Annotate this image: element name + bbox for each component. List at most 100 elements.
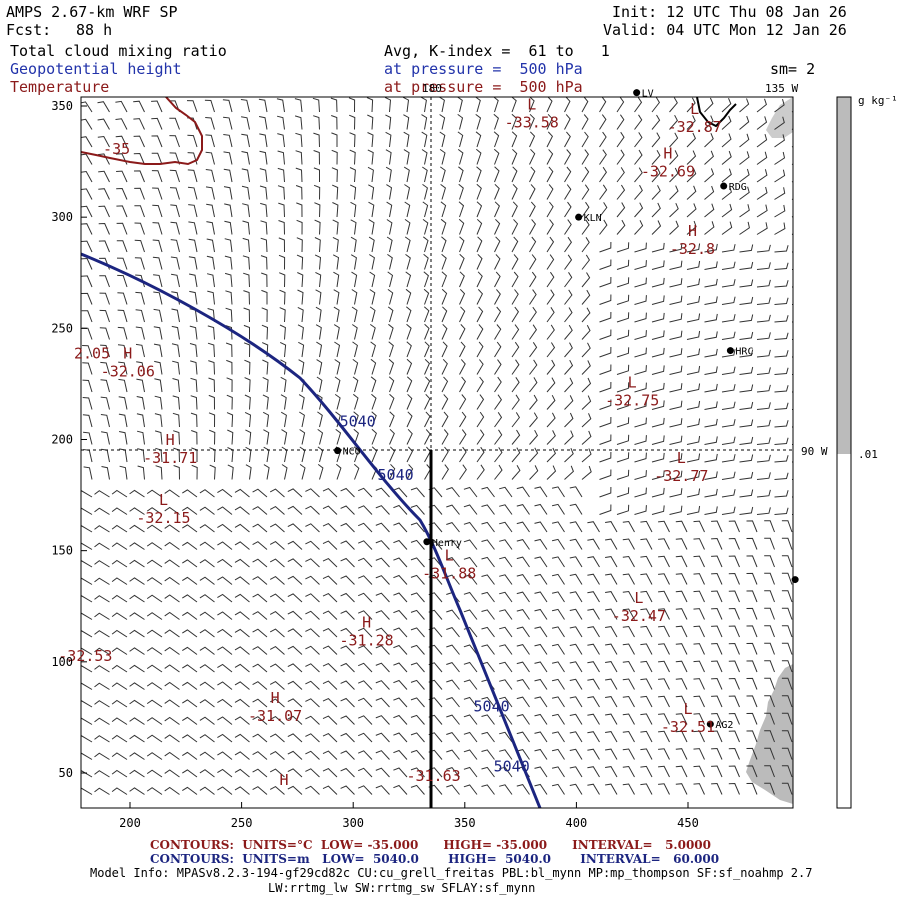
wind-barb [134,205,145,218]
wind-barb [206,238,215,253]
wind-barb [129,594,145,603]
wind-barb [81,240,93,253]
wind-barb [117,274,128,288]
x-tick-label: 450 [677,816,699,830]
wind-barb [269,715,285,725]
wind-barb [529,236,537,253]
wind-barb [651,505,665,515]
wind-barb [476,464,485,480]
wind-barb [404,236,411,253]
wind-barb [375,575,390,585]
wind-barb [746,590,758,603]
wind-barb [287,680,303,690]
wind-barb [704,133,714,148]
wind-barb [188,256,198,270]
wind-barb [529,429,539,445]
wind-barb [511,429,521,445]
wind-barb [204,99,215,113]
wind-barb [371,446,378,463]
wind-barb [169,152,180,165]
wind-barb [764,625,775,638]
wind-barb [322,505,338,515]
wind-barb [569,696,583,708]
wind-barb [721,366,736,375]
wind-barb [756,507,771,515]
wind-barb [463,574,478,585]
wind-barb [711,642,723,655]
wind-barb [369,254,375,270]
wind-barb [774,402,789,410]
wind-barb [278,202,285,218]
wind-barb [440,218,447,235]
wind-barb [640,660,653,673]
wind-barb [234,488,250,498]
wind-barb [340,505,355,515]
wind-barb [242,220,250,235]
wind-barb [616,312,630,323]
wind-barb [739,151,750,165]
wind-barb [81,542,93,550]
wind-barb [164,541,180,550]
wind-barb [154,430,163,445]
wind-barb [605,591,618,603]
wind-barb [111,507,128,515]
wind-barb [791,233,793,235]
wind-barb [587,626,600,638]
wind-barb [756,489,771,498]
wind-barb [406,428,413,445]
wind-barb [728,555,740,568]
wind-barb [146,629,163,638]
wind-barb [651,312,665,323]
wind-barb [669,348,683,358]
wind-barb [252,628,268,638]
wind-barb [711,537,723,550]
wind-barb [651,132,661,148]
wind-barb [511,166,518,183]
wind-barb [774,98,785,113]
wind-barb [234,523,250,533]
wind-barb [587,538,600,550]
wind-barb [146,559,163,568]
wind-barb [634,202,644,218]
wind-barb [599,184,608,200]
wind-barb [100,396,110,410]
wind-barb [234,576,250,585]
wind-barb [94,577,110,585]
wind-barb [622,643,635,655]
wind-barb [182,611,198,620]
wind-barb [511,97,517,113]
wind-barb [494,359,502,375]
wind-barb [367,149,374,165]
wind-barb [739,349,754,358]
wind-barb [675,730,688,743]
pressure-center-symbol: H [688,222,697,240]
temperature-value-label: 2.05 [74,345,110,363]
wind-barb [94,560,110,568]
wind-barb [405,271,412,288]
wind-barb [494,254,501,270]
wind-barb [111,769,128,778]
wind-barb [190,377,198,393]
wind-barb [721,203,733,218]
wind-barb [422,201,429,218]
wind-barb [616,259,630,270]
wind-barb [446,574,460,585]
wind-barb [217,768,233,778]
wind-barb [164,681,180,690]
wind-barb [164,559,180,568]
wind-barb [199,611,215,620]
wind-barb [164,716,180,725]
wind-barb [658,783,670,795]
wind-barb [746,555,758,568]
wind-barb [386,219,393,235]
wind-barb [511,131,518,148]
wind-barb [622,783,635,795]
wind-barb [393,574,408,585]
wind-barb [704,366,718,375]
wind-barb [546,430,556,445]
model-info: Model Info: MPASv8.2.3-194-gf29cd82c CU:… [90,866,813,880]
wind-barb [82,362,93,375]
wind-barb [446,714,460,725]
wind-barb [669,365,683,375]
wind-barb [199,786,215,795]
